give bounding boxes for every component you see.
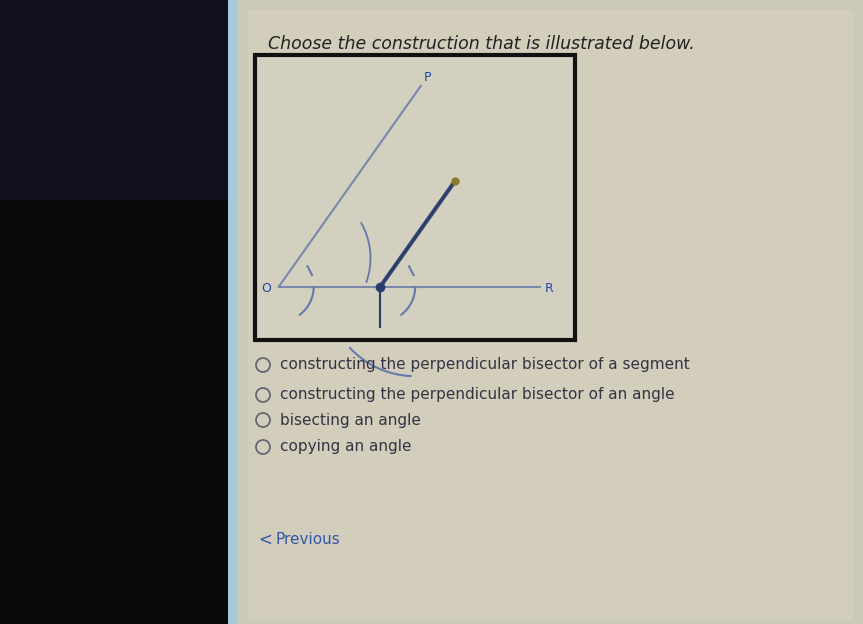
Text: bisecting an angle: bisecting an angle	[280, 412, 421, 427]
Bar	[238, 0, 863, 624]
Bar	[228, 0, 238, 624]
Text: O: O	[261, 282, 271, 295]
Text: constructing the perpendicular bisector of an angle: constructing the perpendicular bisector …	[280, 388, 675, 402]
Text: P: P	[424, 71, 432, 84]
Bar	[248, 10, 853, 620]
Text: R: R	[545, 282, 553, 295]
Bar	[0, 0, 230, 200]
Bar	[0, 0, 230, 624]
Text: constructing the perpendicular bisector of a segment: constructing the perpendicular bisector …	[280, 358, 690, 373]
Bar	[255, 55, 575, 340]
Text: Previous: Previous	[275, 532, 340, 547]
Text: copying an angle: copying an angle	[280, 439, 412, 454]
Text: <: <	[258, 531, 272, 549]
Text: Choose the construction that is illustrated below.: Choose the construction that is illustra…	[268, 35, 695, 53]
